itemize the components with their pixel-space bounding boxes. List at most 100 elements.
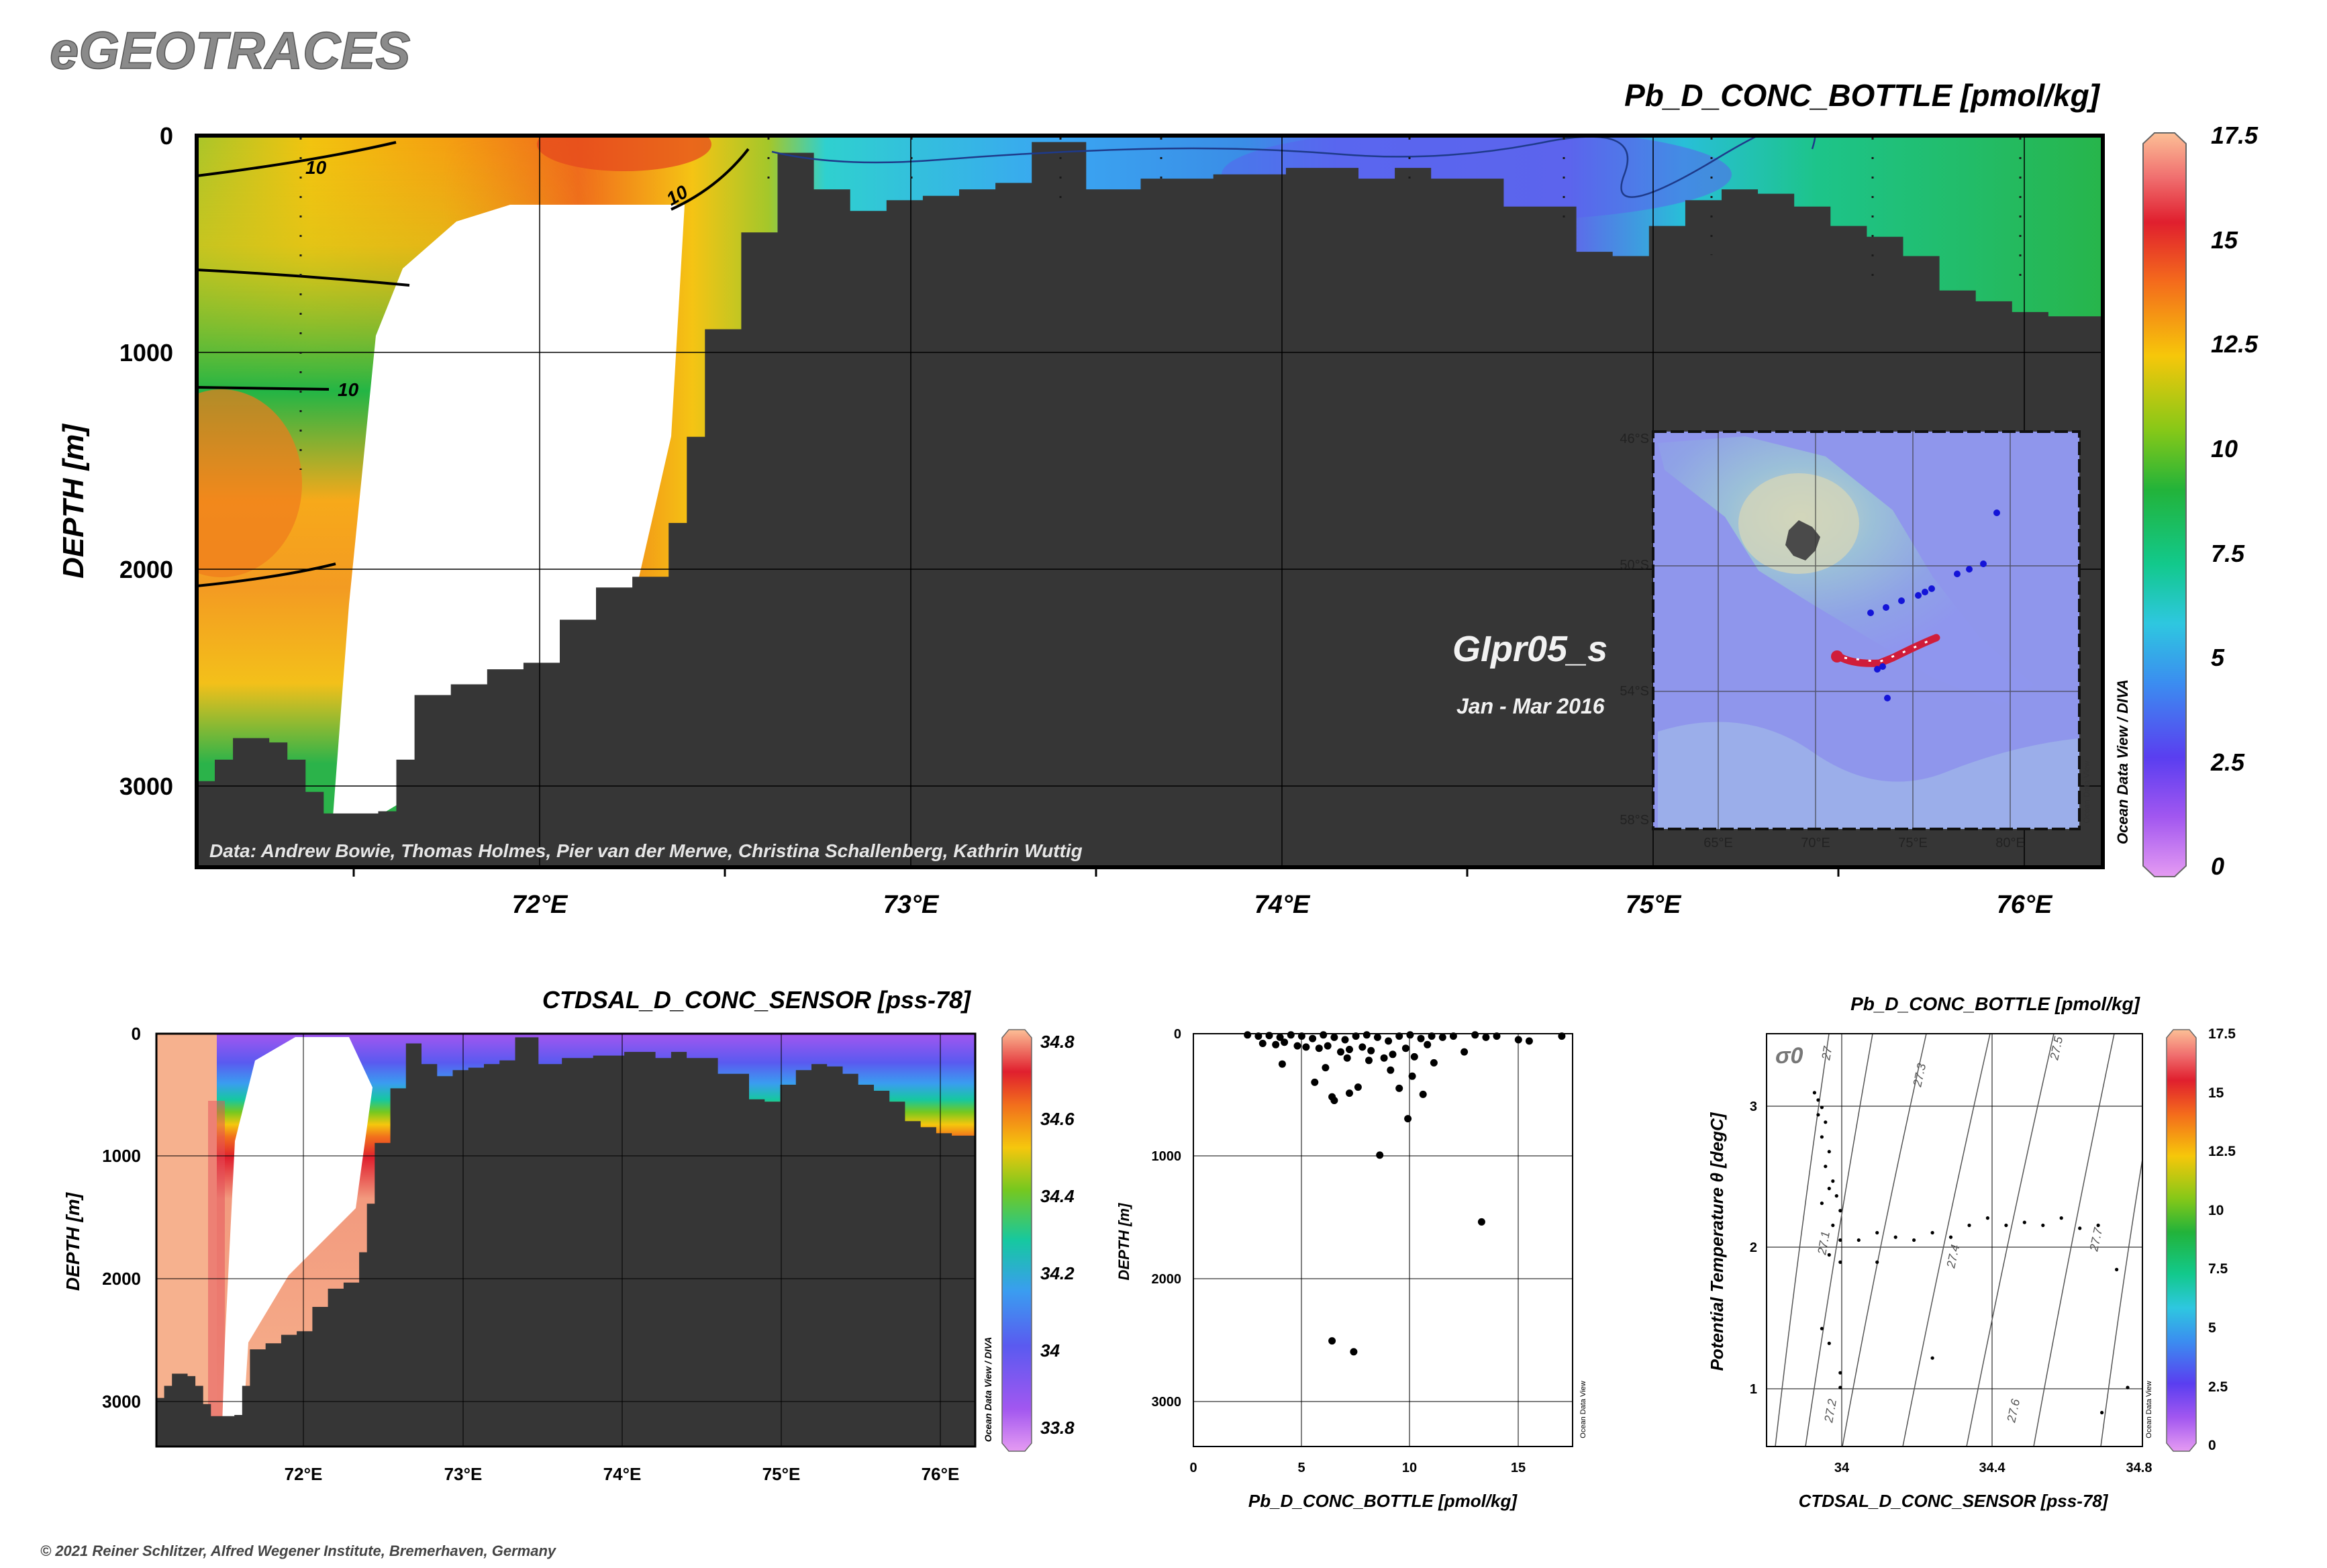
svg-text:27.2: 27.2 [1822,1398,1839,1424]
kerguelen-island [1785,520,1820,560]
profile-point [1354,1083,1362,1091]
main-y-ticks: 0 1000 2000 3000 [119,122,173,800]
odv-watermark: Ocean Data View / DIVA [2114,679,2131,844]
profile-point [1244,1031,1252,1039]
data-credits: Data: Andrew Bowie, Thomas Holmes, Pier … [209,840,1083,861]
svg-text:65°E: 65°E [1703,836,1733,850]
ts-point [1838,1385,1842,1389]
ts-point [1838,1238,1842,1242]
ts-point [2115,1267,2119,1271]
svg-text:3000: 3000 [119,773,173,800]
svg-text:80°E: 80°E [1995,836,2025,850]
svg-text:34: 34 [1040,1340,1060,1361]
svg-text:10: 10 [1402,1461,1417,1475]
svg-text:34: 34 [1834,1461,1850,1475]
section-period: Jan - Mar 2016 [1456,694,1605,718]
profile-point [1387,1066,1395,1074]
svg-text:3: 3 [1750,1099,1757,1114]
svg-text:27.1: 27.1 [1815,1230,1832,1257]
profile-x-axis-label: Pb_D_CONC_BOTTLE [pmol/kg] [1248,1491,1518,1511]
profile-point [1328,1337,1336,1345]
map-lat-labels: 46°S 50°S 54°S 58°S [1620,432,1649,828]
svg-text:0: 0 [160,122,173,150]
profile-point [1302,1043,1310,1051]
main-hotspot [537,136,711,171]
profile-point [1346,1046,1353,1053]
svg-text:34.8: 34.8 [2126,1461,2152,1475]
profile-point [1408,1072,1416,1080]
svg-text:3000: 3000 [1152,1395,1182,1410]
salinity-watermark: Ocean Data View / DIVA [983,1337,993,1442]
salinity-section-plot: CTDSAL_D_CONC_SENSOR [pss-78] 0 1000 200… [62,986,1075,1484]
surface-contour [771,136,1816,198]
track-start [1831,650,1843,663]
svg-text:54°S: 54°S [1620,684,1649,699]
svg-text:7.5: 7.5 [2208,1261,2228,1277]
svg-text:12.5: 12.5 [2211,330,2259,358]
profile-point [1514,1036,1522,1044]
profile-point [1404,1115,1412,1123]
svg-text:1000: 1000 [102,1146,141,1166]
ts-point [2100,1410,2104,1415]
profile-watermark: Ocean Data View [1579,1381,1587,1438]
svg-text:75°E: 75°E [1898,836,1928,850]
profile-point [1309,1034,1317,1042]
svg-text:7.5: 7.5 [2211,540,2245,567]
profile-point [1401,1044,1409,1052]
profile-point [1258,1040,1267,1047]
profile-point [1358,1043,1367,1051]
main-seafloor [197,142,2103,867]
profile-point [1265,1032,1273,1040]
ts-point [1912,1238,1916,1242]
salinity-x-ticks: 72°E 73°E 74°E 75°E 76°E [285,1464,960,1484]
profile-point [1482,1033,1490,1041]
svg-text:75°E: 75°E [762,1464,801,1484]
svg-text:72°E: 72°E [285,1464,323,1484]
profile-point [1324,1042,1332,1050]
salinity-y-ticks: 0 1000 2000 3000 [102,1024,141,1412]
ts-point [2041,1223,2045,1228]
svg-text:5: 5 [2211,644,2225,671]
ts-point [1827,1253,1831,1257]
salinity-gridlines [156,1034,975,1447]
svg-text:15: 15 [2208,1085,2224,1101]
main-colorbar-ticks: 17.5 15 12.5 10 7.5 5 2.5 0 [2210,121,2259,880]
main-hotspot [197,389,302,577]
profile-point [1278,1060,1286,1068]
profile-point [1460,1048,1469,1056]
profile-y-axis-label: DEPTH [m] [1116,1203,1132,1281]
svg-text:0: 0 [1174,1027,1181,1042]
svg-text:70°E: 70°E [1801,836,1830,850]
ts-point [1856,1238,1861,1242]
ts-point [1831,1179,1835,1183]
profile-point [1281,1038,1289,1046]
svg-text:0: 0 [132,1024,141,1044]
svg-text:1000: 1000 [1152,1149,1182,1164]
svg-text:15: 15 [2211,226,2238,254]
ts-point [2126,1385,2130,1389]
ts-point [2022,1220,2026,1224]
brand-logo: eGEOTRACES [50,21,410,80]
svg-text:3000: 3000 [102,1391,141,1412]
profile-scatter-plot: 0 1000 2000 3000 0 5 10 15 Pb_D_CONC_BOT… [1116,1027,1587,1511]
profile-points [1244,1031,1566,1356]
svg-text:2000: 2000 [119,556,173,583]
ts-point [1875,1230,1879,1235]
ts-point [1824,1165,1828,1169]
ts-point [1824,1120,1828,1124]
main-x-ticks: 72°E 73°E 74°E 75°E 76°E [512,891,2053,919]
map-watermark: Ocean Data View [2082,761,2091,823]
svg-text:10: 10 [2211,435,2238,462]
data-gap [312,205,685,866]
profile-point [1380,1054,1388,1062]
profile-point [1330,1097,1338,1104]
salinity-seafloor [156,1037,975,1447]
ts-point [1820,1135,1824,1139]
copyright: © 2021 Reiner Schlitzer, Alfred Wegener … [40,1542,557,1559]
ts-x-ticks: 34 34.4 34.8 [1834,1461,2152,1475]
inset-map: 46°S 50°S 54°S 58°S 65°E 70°E 75°E 80°E … [1620,430,2091,850]
station-markers [1867,509,2000,701]
profile-y-ticks: 0 1000 2000 3000 [1152,1027,1182,1410]
profile-point [1376,1151,1384,1159]
